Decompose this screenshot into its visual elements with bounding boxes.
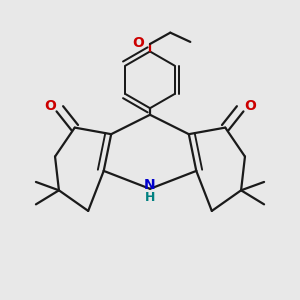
Text: H: H <box>145 191 155 204</box>
Text: O: O <box>132 36 144 50</box>
Text: O: O <box>44 99 56 113</box>
Text: N: N <box>144 178 156 192</box>
Text: O: O <box>244 99 256 113</box>
